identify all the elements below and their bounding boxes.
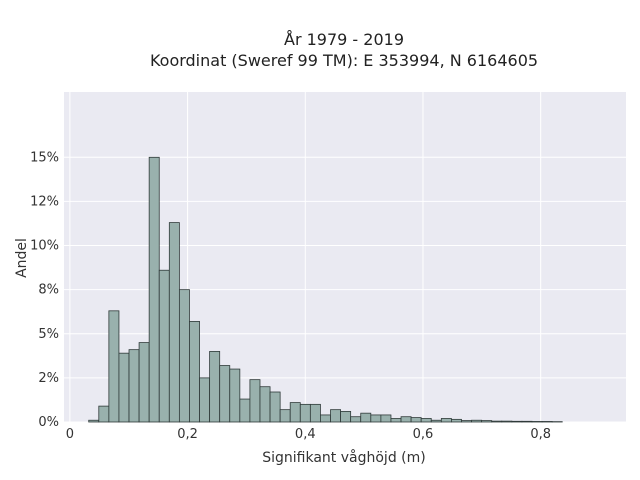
histogram-bar [178, 289, 190, 423]
histogram-bar [229, 368, 241, 423]
histogram-bar [471, 419, 483, 423]
x-tick-labels: 0 0,2 0,4 0,6 0,8 [66, 427, 551, 442]
y-tick-label: 15% [30, 150, 59, 165]
histogram-bar [88, 419, 100, 423]
histogram-bar [199, 377, 211, 423]
histogram-bar [481, 420, 493, 423]
histogram-bar [330, 409, 341, 423]
histogram-bar [340, 411, 352, 423]
histogram-bar [451, 418, 462, 423]
histogram-bar [531, 421, 543, 423]
histogram-bar [400, 416, 412, 423]
y-tick-label: 10% [30, 239, 59, 254]
histogram-bar [521, 420, 533, 423]
y-tick-label: 12% [30, 194, 59, 209]
histogram-bar [219, 365, 231, 423]
histogram-bar [370, 414, 382, 423]
y-tick-label: 2% [38, 371, 59, 386]
y-tick-label: 5% [38, 327, 59, 342]
chart-subtitle: Koordinat (Sweref 99 TM): E 353994, N 61… [150, 51, 538, 70]
histogram-bar [158, 269, 170, 423]
histogram-bar [320, 414, 331, 423]
histogram-bar [350, 416, 362, 423]
histogram-bar [511, 420, 523, 423]
histogram-bar [491, 420, 503, 423]
histogram-bar [410, 417, 422, 423]
x-tick-label: 0 [66, 427, 74, 442]
histogram-bar [138, 342, 150, 423]
histogram-bar [541, 421, 553, 423]
histogram-bar [289, 402, 301, 423]
histogram-bar [390, 418, 402, 423]
histogram-bar [98, 405, 110, 423]
histogram-bar [269, 391, 281, 423]
histogram-bar [279, 409, 291, 423]
x-tick-label: 0,2 [177, 427, 198, 442]
histogram-bar [108, 310, 120, 423]
histogram-bar [440, 418, 452, 423]
histogram-bar [239, 398, 251, 423]
y-axis-label: Andel [14, 238, 30, 278]
x-tick-label: 0,4 [295, 427, 316, 442]
y-tick-label: 8% [38, 283, 59, 298]
histogram-bars [88, 156, 563, 423]
histogram-bar [118, 352, 130, 423]
histogram-bar [209, 351, 221, 423]
histogram-bar [148, 156, 160, 423]
histogram-bar [299, 403, 311, 423]
histogram-bar [189, 321, 200, 423]
x-tick-label: 0,6 [413, 427, 434, 442]
histogram-bar [461, 420, 472, 423]
histogram-bar [128, 349, 140, 423]
histogram-bar [430, 419, 442, 423]
histogram-bar [309, 403, 321, 423]
histogram-bar [501, 420, 513, 423]
y-tick-labels: 0% 2% 5% 8% 10% 12% 15% [30, 150, 59, 430]
histogram-bar [249, 379, 261, 423]
histogram-bar [380, 414, 392, 423]
histogram-bar [420, 418, 432, 423]
histogram-bar [168, 222, 180, 423]
x-axis-label: Signifikant våghöjd (m) [262, 449, 425, 466]
chart-title: År 1979 - 2019 [284, 30, 404, 49]
y-tick-label: 0% [38, 415, 59, 430]
histogram-bar [360, 412, 372, 423]
histogram-bar [259, 386, 271, 423]
x-tick-label: 0,8 [530, 427, 551, 442]
